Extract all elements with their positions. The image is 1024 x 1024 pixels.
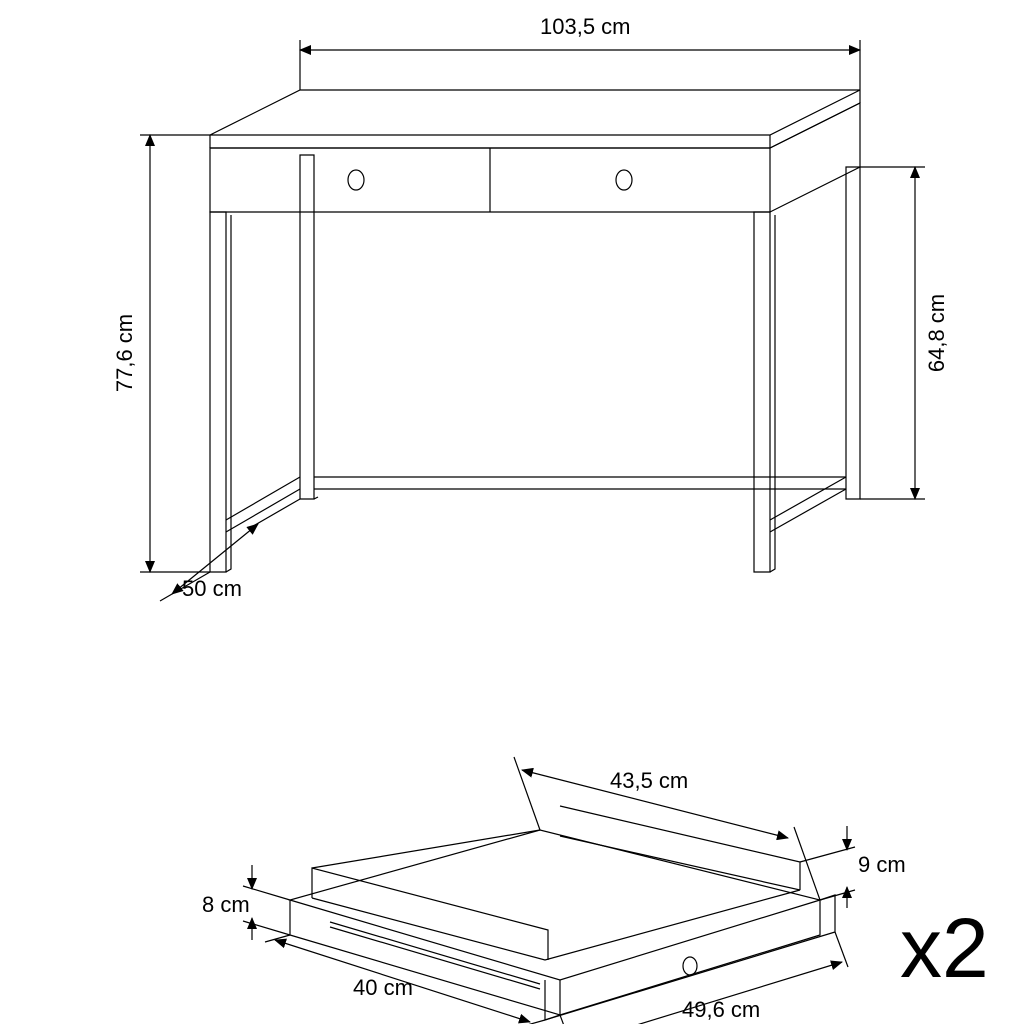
drawer-qty: x2 [900, 900, 989, 997]
dim-height: 77,6 cm [112, 314, 138, 392]
dim-width: 103,5 cm [540, 14, 631, 40]
dim-drawer-side: 40 cm [353, 975, 413, 1001]
dim-drawer-inner-h: 9 cm [858, 852, 906, 878]
drawer-drawing [243, 757, 855, 1024]
table-drawing [140, 40, 925, 601]
dim-drawer-width: 49,6 cm [682, 997, 760, 1023]
dim-clearance: 64,8 cm [924, 294, 950, 372]
dim-drawer-depth: 43,5 cm [610, 768, 688, 794]
dim-drawer-outer-h: 8 cm [202, 892, 250, 918]
dim-depth: 50 cm [182, 576, 242, 602]
technical-drawing: 103,5 cm 77,6 cm 50 cm 64,8 cm 43,5 cm 4… [0, 0, 1024, 1024]
